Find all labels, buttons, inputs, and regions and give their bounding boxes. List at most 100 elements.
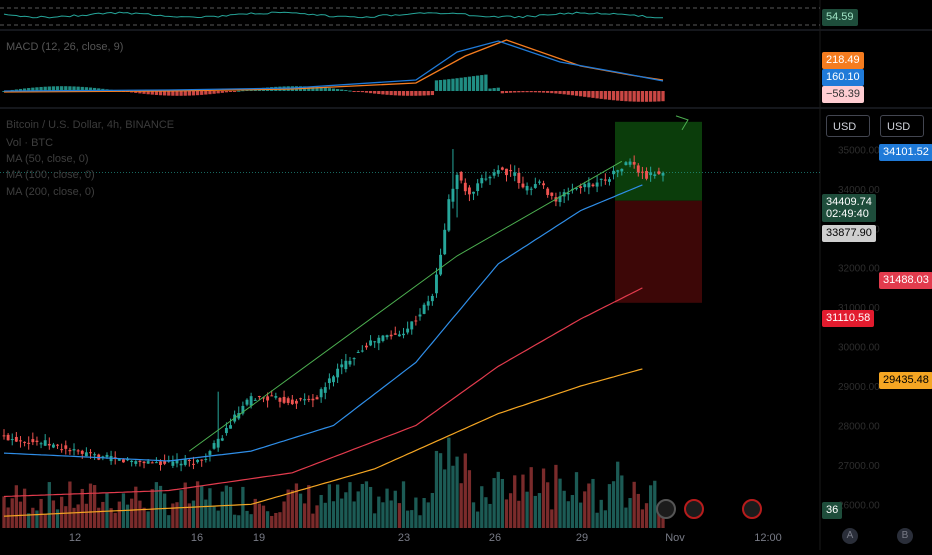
volume-bar [517,500,521,528]
macd-hist-bar [414,91,418,96]
candle-body [47,443,51,446]
volume-bar [76,504,80,528]
volume-bar [80,488,84,528]
candle-body [360,350,364,352]
volume-bar [389,500,393,528]
candle-body [192,463,195,465]
macd-hist-bar [422,91,426,96]
candle-body [2,435,6,437]
volume-bar [533,495,537,528]
candle-body [35,440,39,442]
volume-bar [410,510,414,528]
macd-hist-bar [661,91,665,102]
candle-body [117,458,121,461]
candle-body [443,229,447,255]
auto-scale-button[interactable]: A [842,528,858,544]
symbol-title[interactable]: Bitcoin / U.S. Dollar, 4h, BINANCE [6,119,175,131]
volume-bar [459,483,463,528]
candle-body [150,462,154,464]
candle-body [175,460,179,464]
macd-hist-bar [599,91,603,99]
volume-bar [554,464,558,528]
candle-body [406,328,410,333]
volume-bar [27,513,31,528]
candle-body [171,461,175,466]
candle-body [134,461,138,464]
candle-body [51,444,55,448]
macd-hist-bar [47,86,51,91]
macd-hist-bar [508,91,513,93]
macd-hist-bar [405,91,410,96]
ma200-line [3,368,643,517]
candle-body [603,179,607,181]
volume-bar [616,461,620,528]
candle-body [480,178,484,184]
volume-bar [550,509,554,528]
volume-bar [298,493,303,528]
y-tick-label: 27000.00 [838,461,880,472]
candle-body [101,456,105,458]
macd-hist-bar [142,91,146,94]
volume-bar [558,478,562,528]
volume-bar [319,494,323,528]
volume-bar [261,505,266,528]
log-scale-button[interactable]: B [897,528,913,544]
volume-bar [43,514,47,528]
y-tick-label: 28000.00 [838,421,880,432]
ma200-price-label: 29435.48 [879,372,932,389]
macd-hist-bar [51,86,56,91]
candle-body [126,459,130,461]
volume-bar [290,490,294,528]
candle-body [282,396,286,403]
volume-bar [344,492,348,528]
macd-hist-bar [393,91,397,96]
candle-body [653,174,657,176]
macd-hist-bar [484,74,488,91]
volume-bar [335,484,340,528]
currency-button-2[interactable]: USD [880,115,924,137]
stop-price-label: 31110.58 [822,310,875,327]
candle-body [253,399,257,401]
candle-body [163,460,167,464]
volume-bar [488,503,492,528]
macd-hist-bar [632,91,636,102]
volume-bar [158,485,163,528]
volume-bar [245,510,249,528]
candle-body [245,399,249,405]
rsi-value-label: 54.59 [822,9,858,26]
macd-hist-bar [237,90,241,92]
legend-ma50[interactable]: MA (50, close, 0) [6,153,89,165]
legend-volume[interactable]: Vol · BTC [6,137,54,149]
macd-hist-bar [138,91,142,94]
candle-body [187,459,191,461]
candle-body [365,345,368,348]
macd-hist-bar [60,86,64,91]
candle-body [290,399,294,405]
volume-bar [513,475,517,528]
volume-bar [14,485,19,528]
volume-bar [373,513,377,528]
candle-body [616,170,620,172]
volume-bar [401,481,406,528]
x-tick-label: 26 [488,532,502,544]
candle-body [216,438,220,448]
macd-hist-bar [344,90,348,92]
macd-hist-bar [628,91,632,102]
macd-hist-bar [68,86,72,91]
macd-hist-bar [587,91,591,98]
volume-bar [84,503,89,528]
candle-body [599,178,603,180]
currency-button-1[interactable]: USD [826,115,870,137]
candle-body [546,188,550,195]
x-tick-label: 19 [252,532,266,544]
legend-ma200[interactable]: MA (200, close, 0) [6,186,95,198]
candle-body [435,274,438,294]
legend-ma100[interactable]: MA (100, close, 0) [6,169,95,181]
candle-body [636,165,640,173]
volume-bar [228,486,233,528]
candle-body [661,173,665,176]
candle-body [204,458,208,460]
candle-body [93,454,97,456]
